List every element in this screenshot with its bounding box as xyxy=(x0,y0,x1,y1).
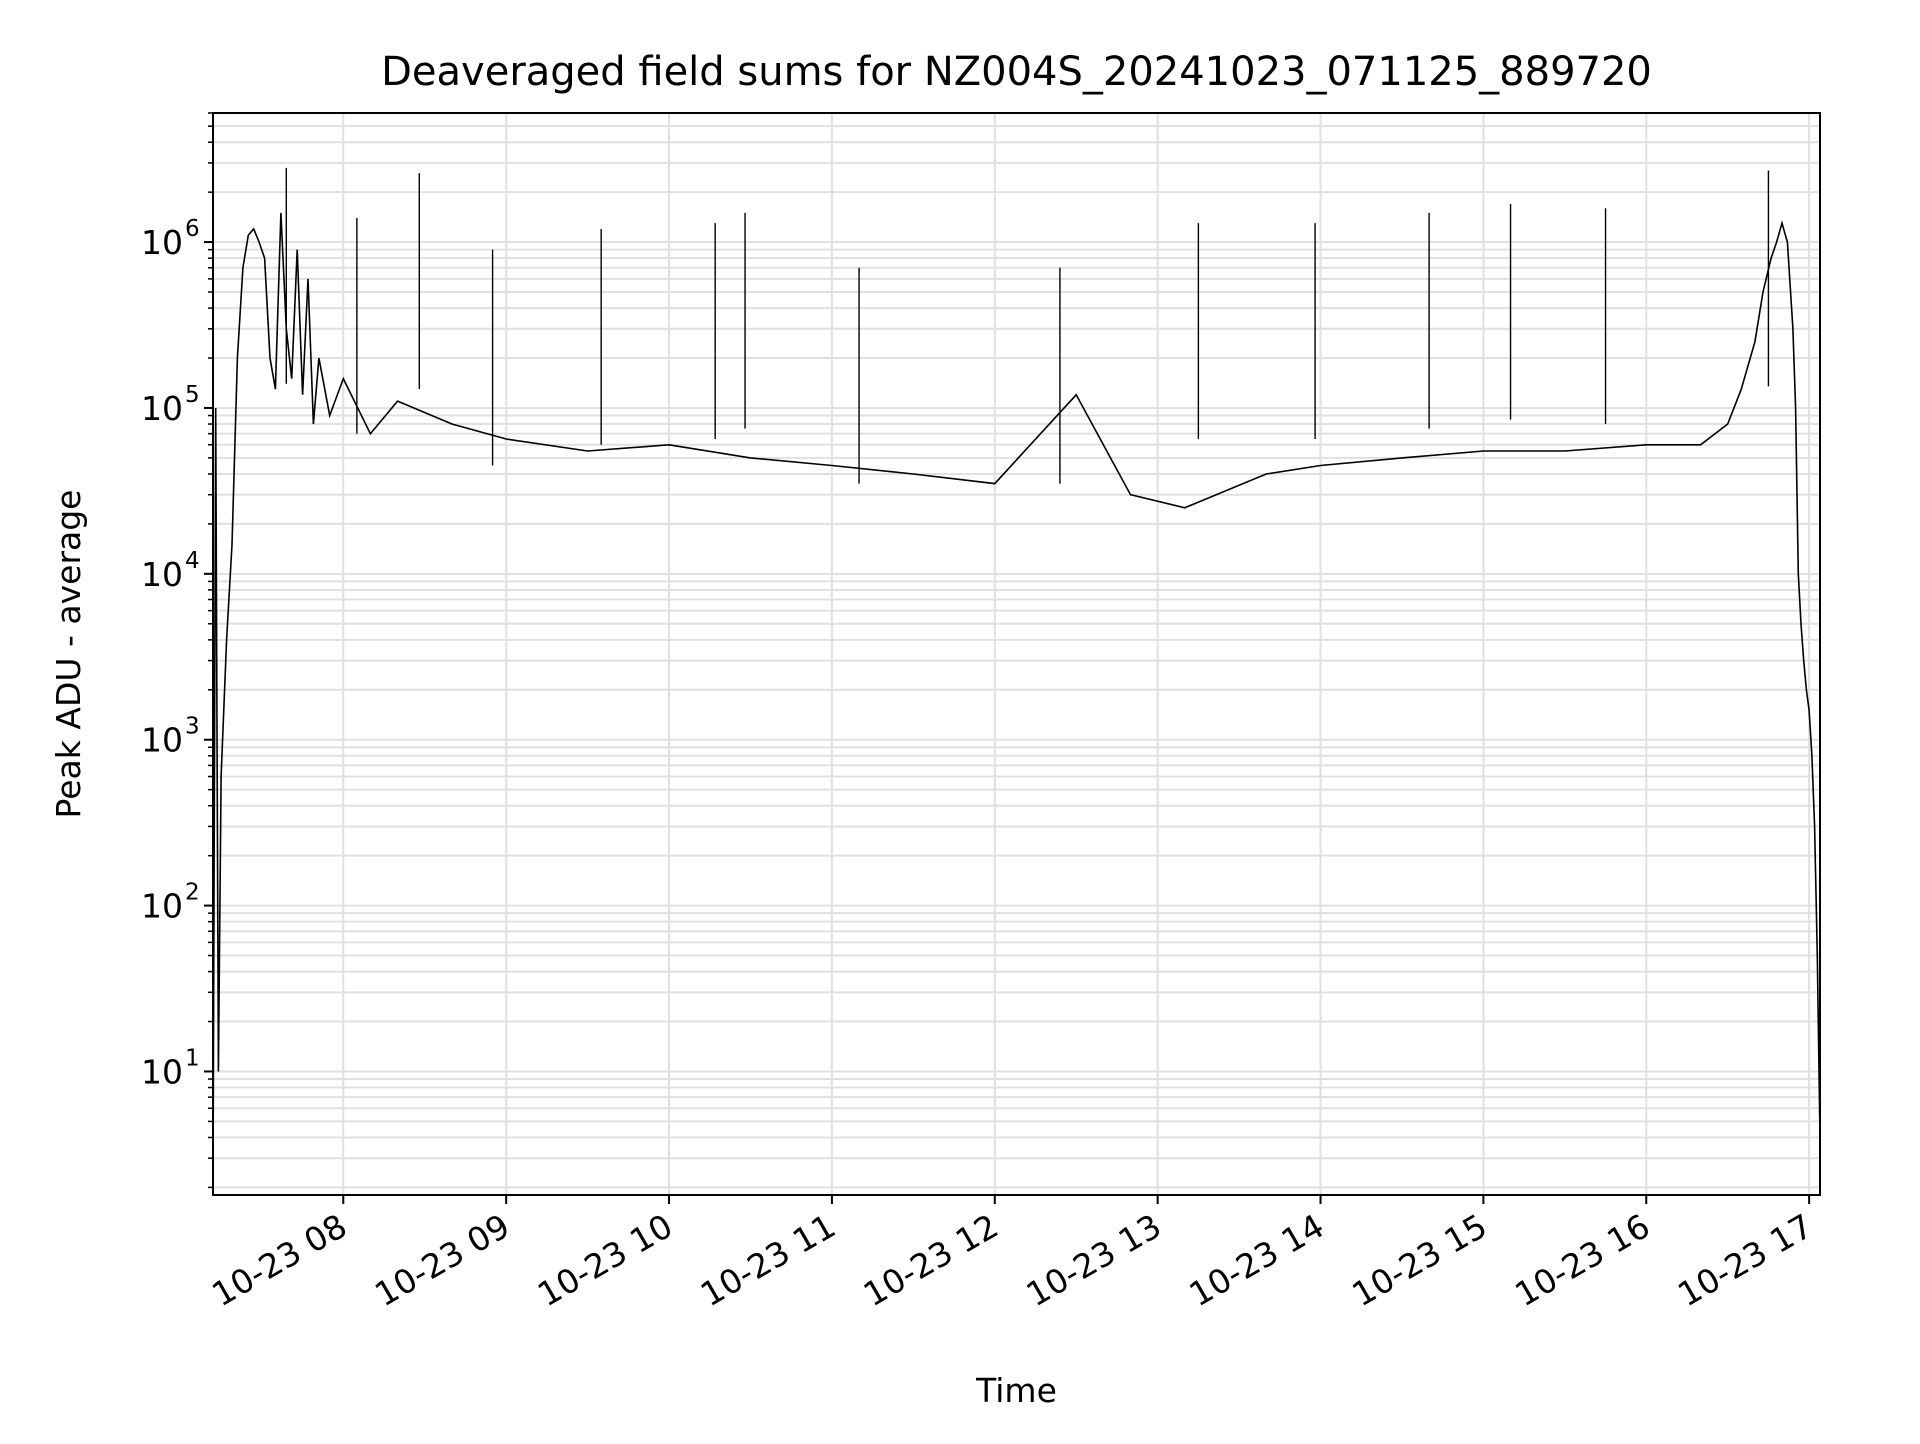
y-tick-label: 10 xyxy=(141,1052,183,1091)
y-tick-label-exponent: 4 xyxy=(185,548,200,574)
grid xyxy=(213,112,1820,1195)
chart-title: Deaveraged field sums for NZ004S_2024102… xyxy=(381,49,1652,95)
y-tick-label: 10 xyxy=(141,555,183,594)
y-tick-label: 10 xyxy=(141,389,183,428)
y-tick-label-exponent: 2 xyxy=(185,880,200,906)
y-tick-label: 10 xyxy=(141,887,183,926)
y-tick-label-exponent: 3 xyxy=(185,714,200,740)
plot-frame xyxy=(212,112,1821,1196)
y-tick-label-exponent: 6 xyxy=(185,216,200,242)
y-axis-label: Peak ADU - average xyxy=(49,490,88,819)
y-tick-label-exponent: 5 xyxy=(185,382,200,408)
y-tick-label: 10 xyxy=(141,223,183,262)
series-line xyxy=(212,212,1821,1188)
x-axis-label: Time xyxy=(975,1371,1057,1410)
y-tick-label: 10 xyxy=(141,721,183,760)
series xyxy=(212,167,1821,1188)
y-tick-label-exponent: 1 xyxy=(185,1045,200,1071)
